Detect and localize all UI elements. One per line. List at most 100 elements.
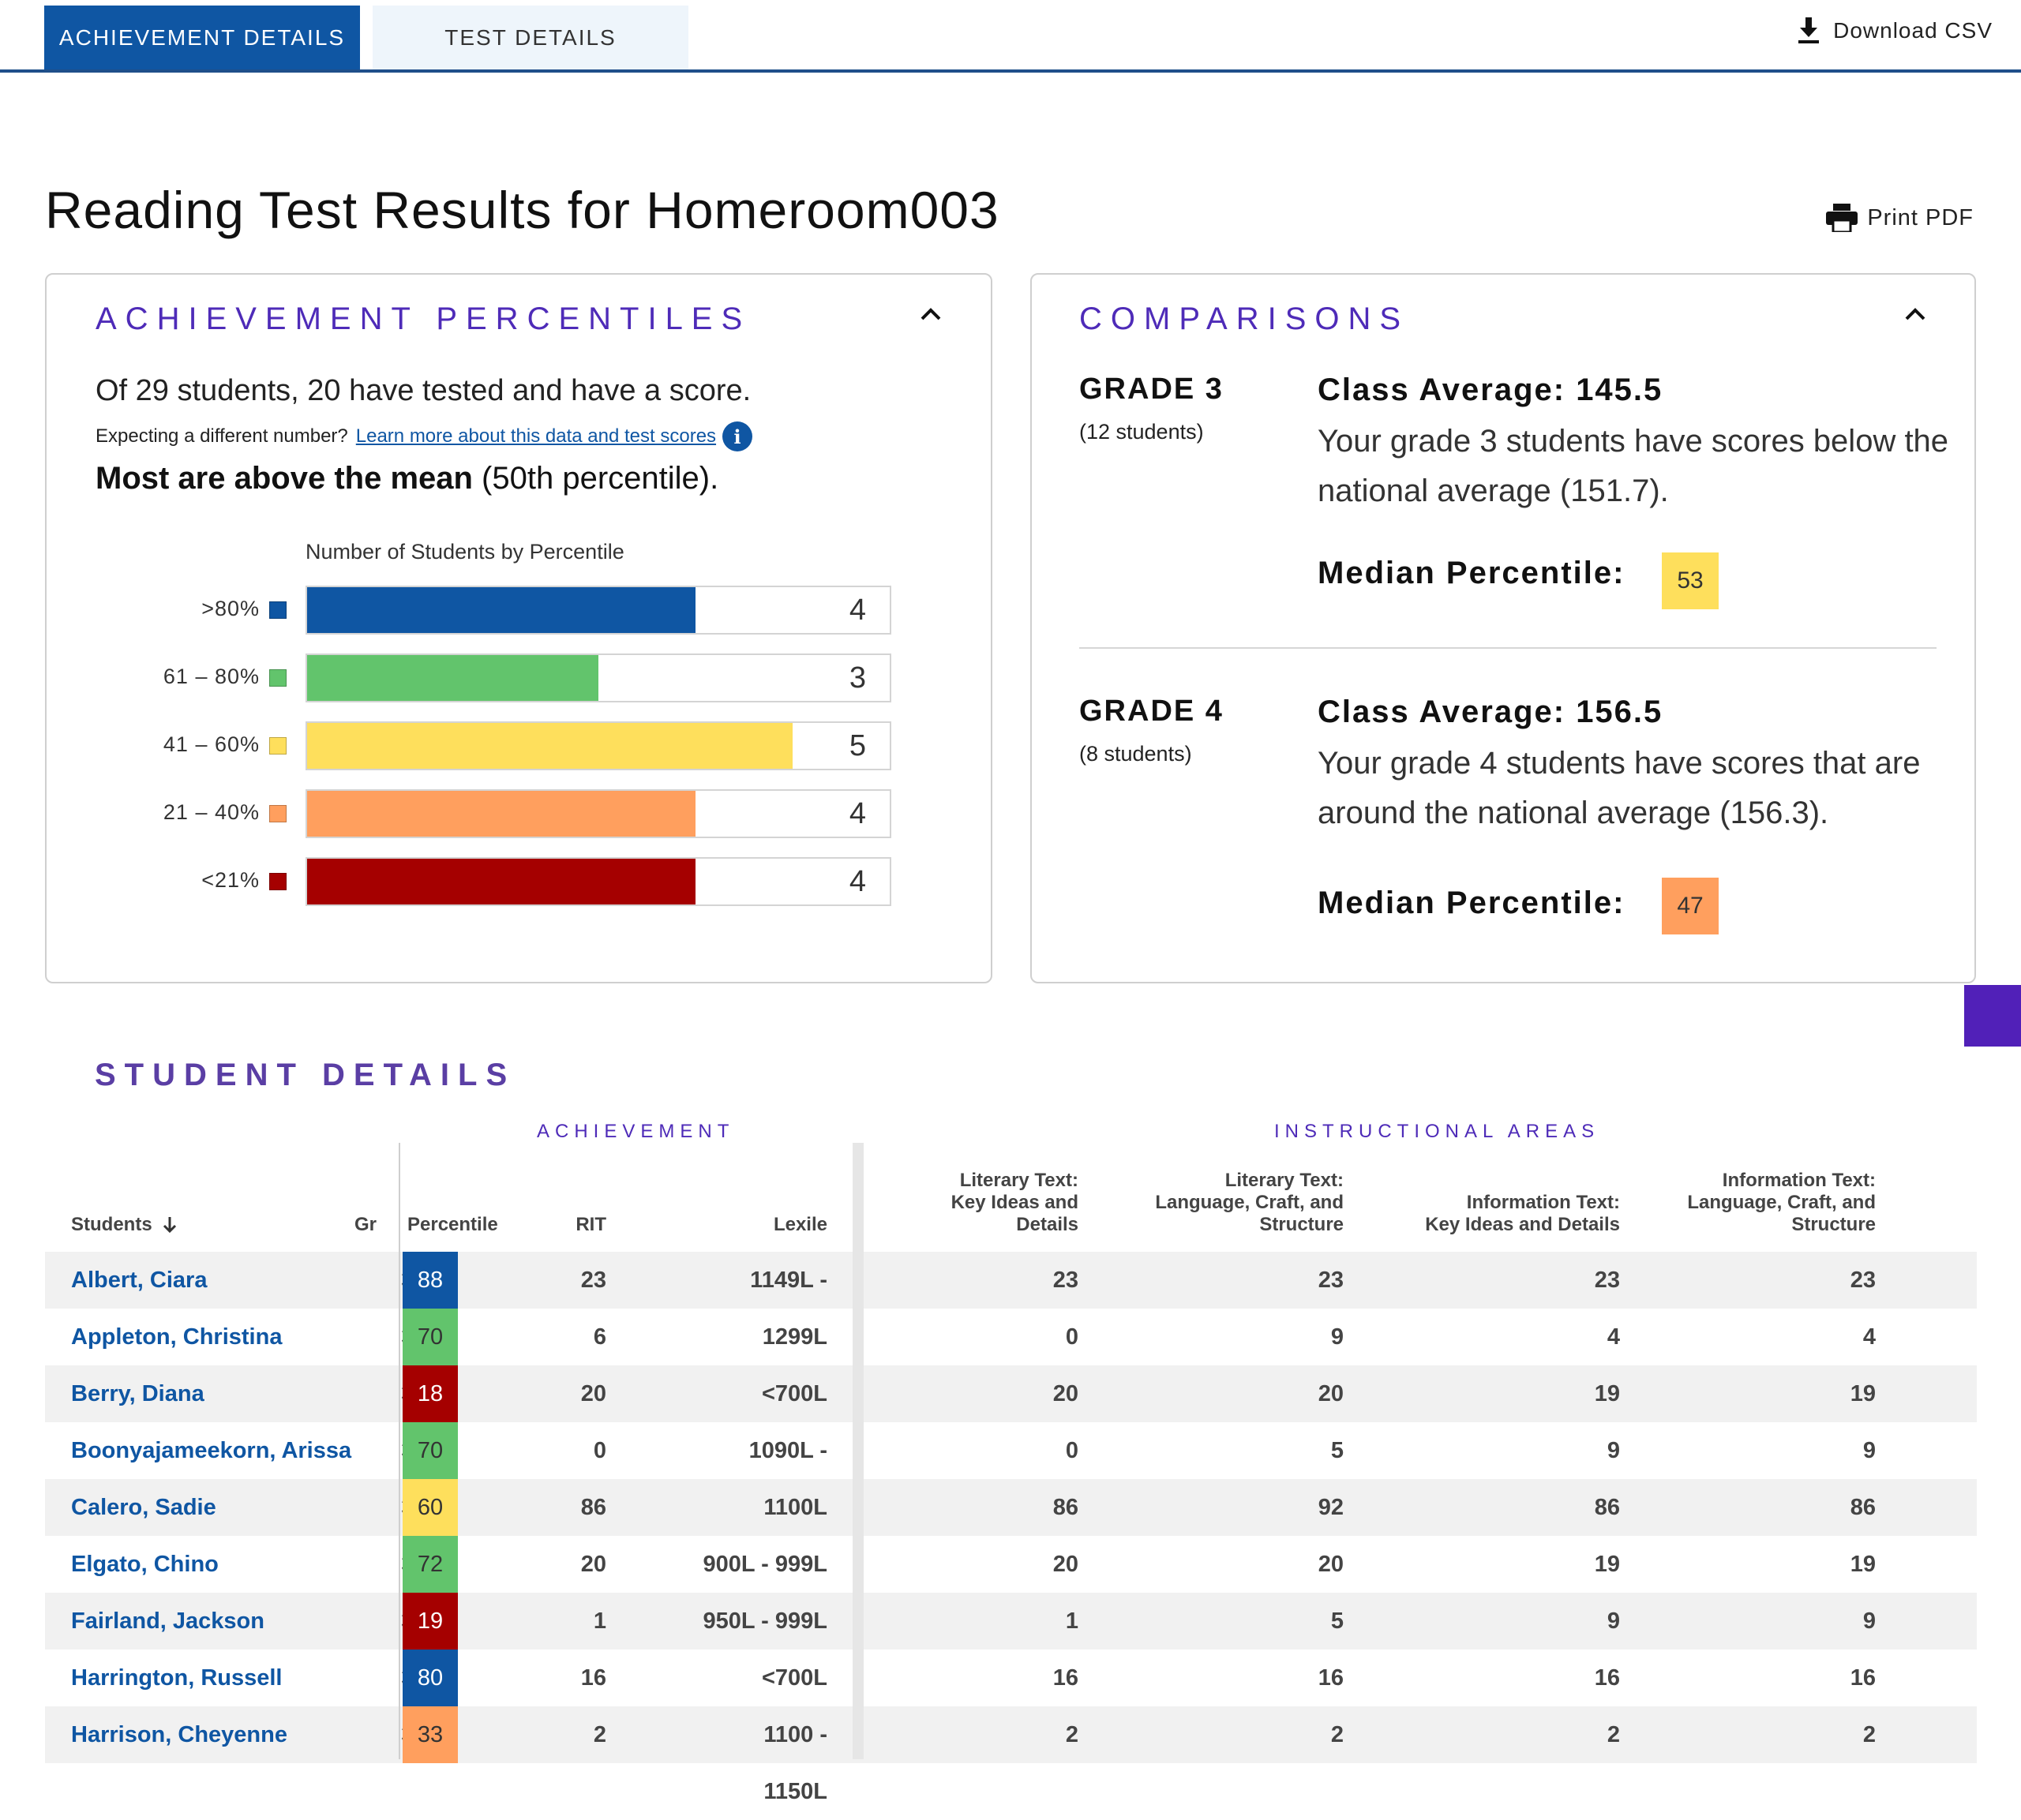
column-divider (853, 1143, 864, 1759)
tab-test-details[interactable]: TEST DETAILS (373, 6, 688, 69)
tab-bar: ACHIEVEMENT DETAILS TEST DETAILS Downloa… (0, 0, 2021, 73)
a1-value: 2 (1065, 1722, 1078, 1747)
grade-3-class-average: Class Average: 145.5 (1318, 373, 1663, 407)
a2-value: 5 (1330, 1608, 1344, 1634)
bar-track[interactable]: 4 (306, 789, 891, 838)
rit-value: 20 (580, 1552, 606, 1577)
a4-value: 16 (1850, 1665, 1876, 1691)
student-name-link[interactable]: Berry, Diana (71, 1381, 204, 1406)
a4-value: 2 (1862, 1722, 1876, 1747)
information-key-ideas-header[interactable]: Information Text: Key Ideas and Details (1374, 1192, 1620, 1236)
achievement-percentiles-title: ACHIEVEMENT PERCENTILES (96, 301, 752, 336)
legend-swatch (269, 601, 287, 619)
chevron-up-icon[interactable] (919, 306, 943, 322)
a3-value: 19 (1594, 1552, 1620, 1577)
student-name-link[interactable]: Fairland, Jackson (71, 1608, 264, 1634)
print-pdf-button[interactable]: Print PDF (1826, 204, 1974, 232)
learn-more-link[interactable]: Learn more about this data and test scor… (355, 425, 717, 447)
a1-value: 20 (1052, 1552, 1078, 1577)
student-name-link[interactable]: Harrison, Cheyenne (71, 1722, 287, 1747)
achievement-group-header: ACHIEVEMENT (537, 1121, 735, 1142)
print-pdf-label: Print PDF (1867, 204, 1974, 230)
legend-swatch (269, 805, 287, 822)
percentile-badge: 72 (403, 1536, 458, 1593)
rit-column-header[interactable]: RIT (576, 1214, 606, 1235)
bar-value: 3 (849, 661, 866, 695)
student-name-link[interactable]: Albert, Ciara (71, 1268, 208, 1293)
a1-value: 86 (1052, 1495, 1078, 1520)
lexile-value: 950L - 999L (703, 1608, 827, 1634)
lexile-column-header[interactable]: Lexile (773, 1214, 827, 1235)
achievement-percentiles-card: ACHIEVEMENT PERCENTILES Of 29 students, … (45, 273, 992, 983)
percentile-badge: 70 (403, 1422, 458, 1479)
legend-swatch (269, 669, 287, 687)
instructional-areas-group-header: INSTRUCTIONAL AREAS (1274, 1121, 1600, 1142)
rit-value: 1 (593, 1608, 606, 1634)
tab-achievement-details[interactable]: ACHIEVEMENT DETAILS (44, 6, 360, 69)
bar-value: 5 (849, 729, 866, 762)
a1-value: 0 (1065, 1438, 1078, 1463)
comparisons-title: COMPARISONS (1079, 301, 1410, 336)
student-name-link[interactable]: Boonyajameekorn, Arissa (71, 1438, 352, 1463)
download-csv-label: Download CSV (1833, 18, 1993, 43)
grade-4-count: (8 students) (1079, 742, 1192, 766)
grade-4-median-badge: 47 (1662, 878, 1719, 934)
a2-value: 16 (1318, 1665, 1344, 1691)
information-language-header[interactable]: Information Text: Language, Craft, and S… (1626, 1170, 1876, 1236)
header-line: Key Ideas and Details (1425, 1214, 1620, 1235)
lexile-value: <700L (761, 1381, 827, 1406)
rit-value: 86 (580, 1495, 606, 1520)
percentile-badge: 60 (403, 1479, 458, 1536)
grade-3-median-label: Median Percentile: (1318, 556, 1625, 590)
grade-4-description: Your grade 4 students have scores that a… (1318, 746, 1921, 830)
student-name-link[interactable]: Appleton, Christina (71, 1324, 283, 1350)
student-name-link[interactable]: Harrington, Russell (71, 1665, 283, 1691)
bar-value: 4 (849, 594, 866, 627)
grade-4-class-average: Class Average: 156.5 (1318, 695, 1663, 729)
info-icon[interactable]: i (722, 421, 753, 451)
header-line: Structure (1791, 1214, 1876, 1235)
a2-value: 92 (1318, 1495, 1344, 1520)
percentile-badge: 18 (403, 1365, 458, 1422)
side-panel-tab[interactable] (1964, 985, 2021, 1047)
download-csv-button[interactable]: Download CSV (1797, 17, 1993, 44)
grade-4-median-label: Median Percentile: (1318, 886, 1625, 920)
lexile-value: 1149L - (750, 1268, 827, 1293)
a1-value: 1 (1065, 1608, 1078, 1634)
bar-label: 61 – 80% (163, 665, 260, 688)
chart-title: Number of Students by Percentile (306, 540, 624, 564)
bar-track[interactable]: 3 (306, 653, 891, 702)
a4-value: 23 (1850, 1268, 1876, 1293)
student-name-link[interactable]: Elgato, Chino (71, 1552, 219, 1577)
comparisons-card: COMPARISONS GRADE 3 (12 students) Class … (1030, 273, 1976, 983)
literary-language-header[interactable]: Literary Text: Language, Craft, and Stru… (1105, 1170, 1344, 1236)
lexile-value: <700L (761, 1665, 827, 1691)
a4-value: 19 (1850, 1381, 1876, 1406)
bar-track[interactable]: 4 (306, 586, 891, 635)
bar-value: 4 (849, 797, 866, 830)
lexile-value: 1100L (763, 1495, 827, 1520)
students-column-header[interactable]: Students (71, 1214, 178, 1236)
bar-track[interactable]: 4 (306, 857, 891, 906)
chevron-up-icon[interactable] (1903, 306, 1927, 322)
bar-label: 21 – 40% (163, 800, 260, 824)
a4-value: 9 (1862, 1608, 1876, 1634)
a2-value: 23 (1318, 1268, 1344, 1293)
a1-value: 23 (1052, 1268, 1078, 1293)
grade-column-header[interactable]: Gr (354, 1214, 377, 1235)
bar-track[interactable]: 5 (306, 721, 891, 770)
page-title: Reading Test Results for Homeroom003 (45, 181, 999, 239)
student-name-link[interactable]: Calero, Sadie (71, 1495, 216, 1520)
literary-key-ideas-header[interactable]: Literary Text: Key Ideas and Details (868, 1170, 1078, 1236)
mean-summary: Most are above the mean (50th percentile… (96, 461, 718, 496)
header-line: Language, Craft, and (1687, 1192, 1876, 1213)
header-line: Information Text: (1466, 1192, 1620, 1213)
arrow-down-icon (163, 1217, 176, 1234)
a4-value: 4 (1862, 1324, 1876, 1350)
a2-value: 2 (1330, 1722, 1344, 1747)
percentile-column-header[interactable]: Percentile (407, 1214, 498, 1235)
column-divider (399, 1143, 400, 1759)
